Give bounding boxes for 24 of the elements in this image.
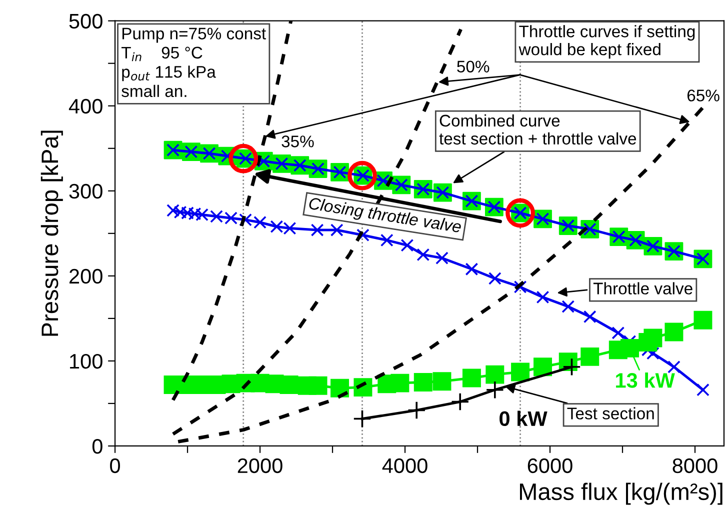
x-axis-title: Mass flux [kg/(m²s)] <box>520 482 722 505</box>
y-tick-label: 0 <box>92 438 102 454</box>
y-tick-label: 100 <box>70 354 102 369</box>
annotation: 0 kW <box>500 410 548 426</box>
annotation: 65% <box>687 90 720 102</box>
y-axis-title: Pressure drop [kPa] <box>40 130 63 336</box>
annotation: Test section <box>567 407 654 420</box>
annotation: Throttle valve <box>593 282 692 294</box>
annotation: Throttle curves if setting would be kept fixed <box>518 25 695 59</box>
annotation: Closing throttle valve <box>308 196 462 236</box>
annotation: 13 kW <box>616 372 675 388</box>
x-tick-label: 6000 <box>528 458 572 474</box>
annotation: 50% <box>457 60 490 73</box>
annotation: 35% <box>282 136 314 148</box>
y-tick-label: 400 <box>68 98 102 114</box>
y-tick-label: 500 <box>69 14 102 29</box>
x-tick-label: 4000 <box>382 458 428 474</box>
x-tick-label: 2000 <box>238 458 282 474</box>
y-tick-label: 300 <box>69 184 102 199</box>
x-tick-label: 8000 <box>672 458 718 474</box>
y-tick-label: 200 <box>70 268 102 284</box>
x-tick-label: 0 <box>110 458 120 474</box>
annotation: Combined curve test section + throttle valve <box>439 114 636 145</box>
text: Pump n=75% const T$_{in}$ 95 °C p$_{out}$ 115 kPa small an. <box>121 28 266 98</box>
